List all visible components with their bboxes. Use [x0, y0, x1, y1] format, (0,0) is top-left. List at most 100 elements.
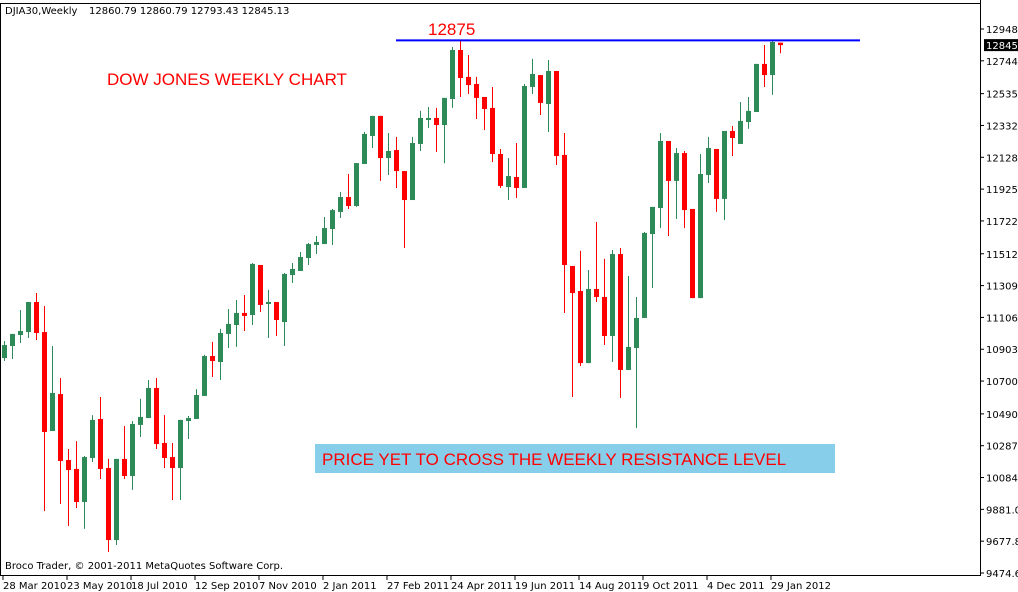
candle — [634, 296, 639, 429]
copyright: Broco Trader, © 2001-2011 MetaQuotes Sof… — [5, 561, 283, 572]
candle — [50, 345, 55, 432]
candle-body — [242, 312, 247, 316]
candle-body — [386, 151, 391, 159]
candle-body — [138, 416, 143, 425]
candle-body — [498, 153, 503, 186]
candle — [314, 236, 319, 255]
candle — [122, 426, 127, 479]
y-tick-label: 11309.7 — [986, 282, 1018, 293]
candle — [258, 265, 263, 313]
candle-body — [402, 171, 407, 201]
candle — [554, 70, 559, 165]
candle-body — [18, 330, 23, 336]
candle-body — [650, 206, 655, 235]
candle — [26, 301, 31, 339]
current-price-marker — [984, 39, 1018, 52]
symbol-label: DJIA30,Weekly — [5, 6, 78, 17]
y-tick-label: 12128.9 — [986, 153, 1018, 164]
candle-body — [570, 265, 575, 294]
candle-body — [578, 291, 583, 364]
candle-body — [610, 254, 615, 336]
candle — [514, 143, 519, 198]
candle — [650, 206, 655, 289]
candle-body — [58, 394, 63, 461]
candle-body — [186, 418, 191, 422]
candle — [770, 41, 775, 95]
candle-body — [538, 75, 543, 103]
candle-body — [90, 419, 95, 458]
candle-body — [306, 244, 311, 258]
candle — [338, 192, 343, 219]
candle-body — [418, 117, 423, 144]
candle — [170, 442, 175, 500]
candle — [578, 250, 583, 367]
candle-body — [218, 332, 223, 362]
candle-body — [290, 268, 295, 276]
candle-body — [634, 317, 639, 349]
plot-frame — [0, 3, 981, 576]
candle-body — [26, 301, 31, 333]
candle-body — [746, 110, 751, 123]
candle-body — [410, 143, 415, 201]
candle-body — [98, 418, 103, 469]
candle-body — [82, 457, 87, 502]
candle-body — [482, 96, 487, 110]
x-tick-label: 29 Jan 2012 — [771, 581, 831, 592]
candle-body — [690, 208, 695, 299]
candle-body — [514, 177, 519, 188]
candle-body — [642, 232, 647, 318]
candle-body — [34, 301, 39, 333]
candle — [202, 354, 207, 396]
candle — [330, 208, 335, 245]
candle — [274, 301, 279, 336]
x-tick-label: 9 Oct 2011 — [643, 581, 698, 592]
candle-body — [442, 97, 447, 126]
candle-body — [682, 153, 687, 211]
y-tick-label: 9474.60 — [986, 569, 1018, 580]
candle — [386, 132, 391, 175]
candle-body — [10, 333, 15, 346]
candle — [642, 231, 647, 318]
candle-body — [178, 419, 183, 469]
candle — [730, 125, 735, 157]
y-tick-label: 9677.80 — [986, 537, 1018, 548]
candle — [346, 174, 351, 209]
resistance-label: 12875 — [428, 20, 475, 39]
candle — [242, 294, 247, 331]
candle — [618, 247, 623, 398]
candle — [546, 60, 551, 133]
candle-body — [754, 63, 759, 113]
y-tick-label: 10700.1 — [986, 377, 1018, 388]
y-axis: 12948.0 12744.8 12535.3 12332.1 12128.9 11925… — [980, 0, 1018, 580]
candle-body — [210, 356, 215, 362]
candle — [530, 58, 535, 94]
candle — [82, 455, 87, 529]
candle — [394, 136, 399, 188]
candle-body — [466, 76, 471, 86]
candle-body — [770, 41, 775, 76]
candle — [458, 40, 463, 97]
candle-body — [274, 301, 279, 320]
candle — [18, 309, 23, 344]
candle-body — [330, 210, 335, 230]
candle — [266, 289, 271, 339]
y-tick-label: 12535.3 — [986, 90, 1018, 101]
candle — [234, 299, 239, 347]
candle — [218, 328, 223, 380]
annotation-text: PRICE YET TO CROSS THE WEEKLY RESISTANCE… — [322, 450, 786, 469]
y-tick-label: 10287.4 — [986, 442, 1018, 453]
y-tick-label: 12332.1 — [986, 121, 1018, 132]
y-tick-label: 11925.7 — [986, 185, 1018, 196]
candle — [354, 163, 359, 207]
y-tick-label: 10903.3 — [986, 345, 1018, 356]
x-tick-label: 27 Feb 2011 — [387, 581, 449, 592]
candle — [490, 86, 495, 162]
candle — [450, 47, 455, 108]
candle — [698, 153, 703, 299]
candle-body — [2, 345, 7, 359]
candle-body — [626, 346, 631, 370]
candle-body — [42, 332, 47, 432]
candle-body — [522, 86, 527, 188]
candle — [434, 107, 439, 152]
candle-body — [338, 197, 343, 212]
